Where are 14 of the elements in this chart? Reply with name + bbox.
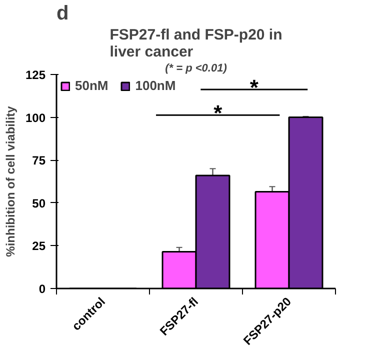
y-tick-label: 125 [25,68,46,82]
chart-subtitle: (* = p <0.01) [165,62,228,74]
text: d [56,2,69,24]
legend-label: 100nM [135,78,176,93]
y-tick-label: 100 [25,110,46,125]
y-tick-label: 25 [32,239,46,254]
y-axis-title: %inhibition of cell viability [3,106,18,257]
y-tick-label: 75 [32,154,46,168]
annotation: * [214,100,223,126]
y-tick-label: 50 [32,196,46,210]
annotation: * [250,74,259,100]
legend-label: 50nM [75,78,108,93]
y-tick-label: 0 [38,282,46,296]
chart-title: FSP27-fl and FSP-p20 in liver cancer [110,26,282,60]
